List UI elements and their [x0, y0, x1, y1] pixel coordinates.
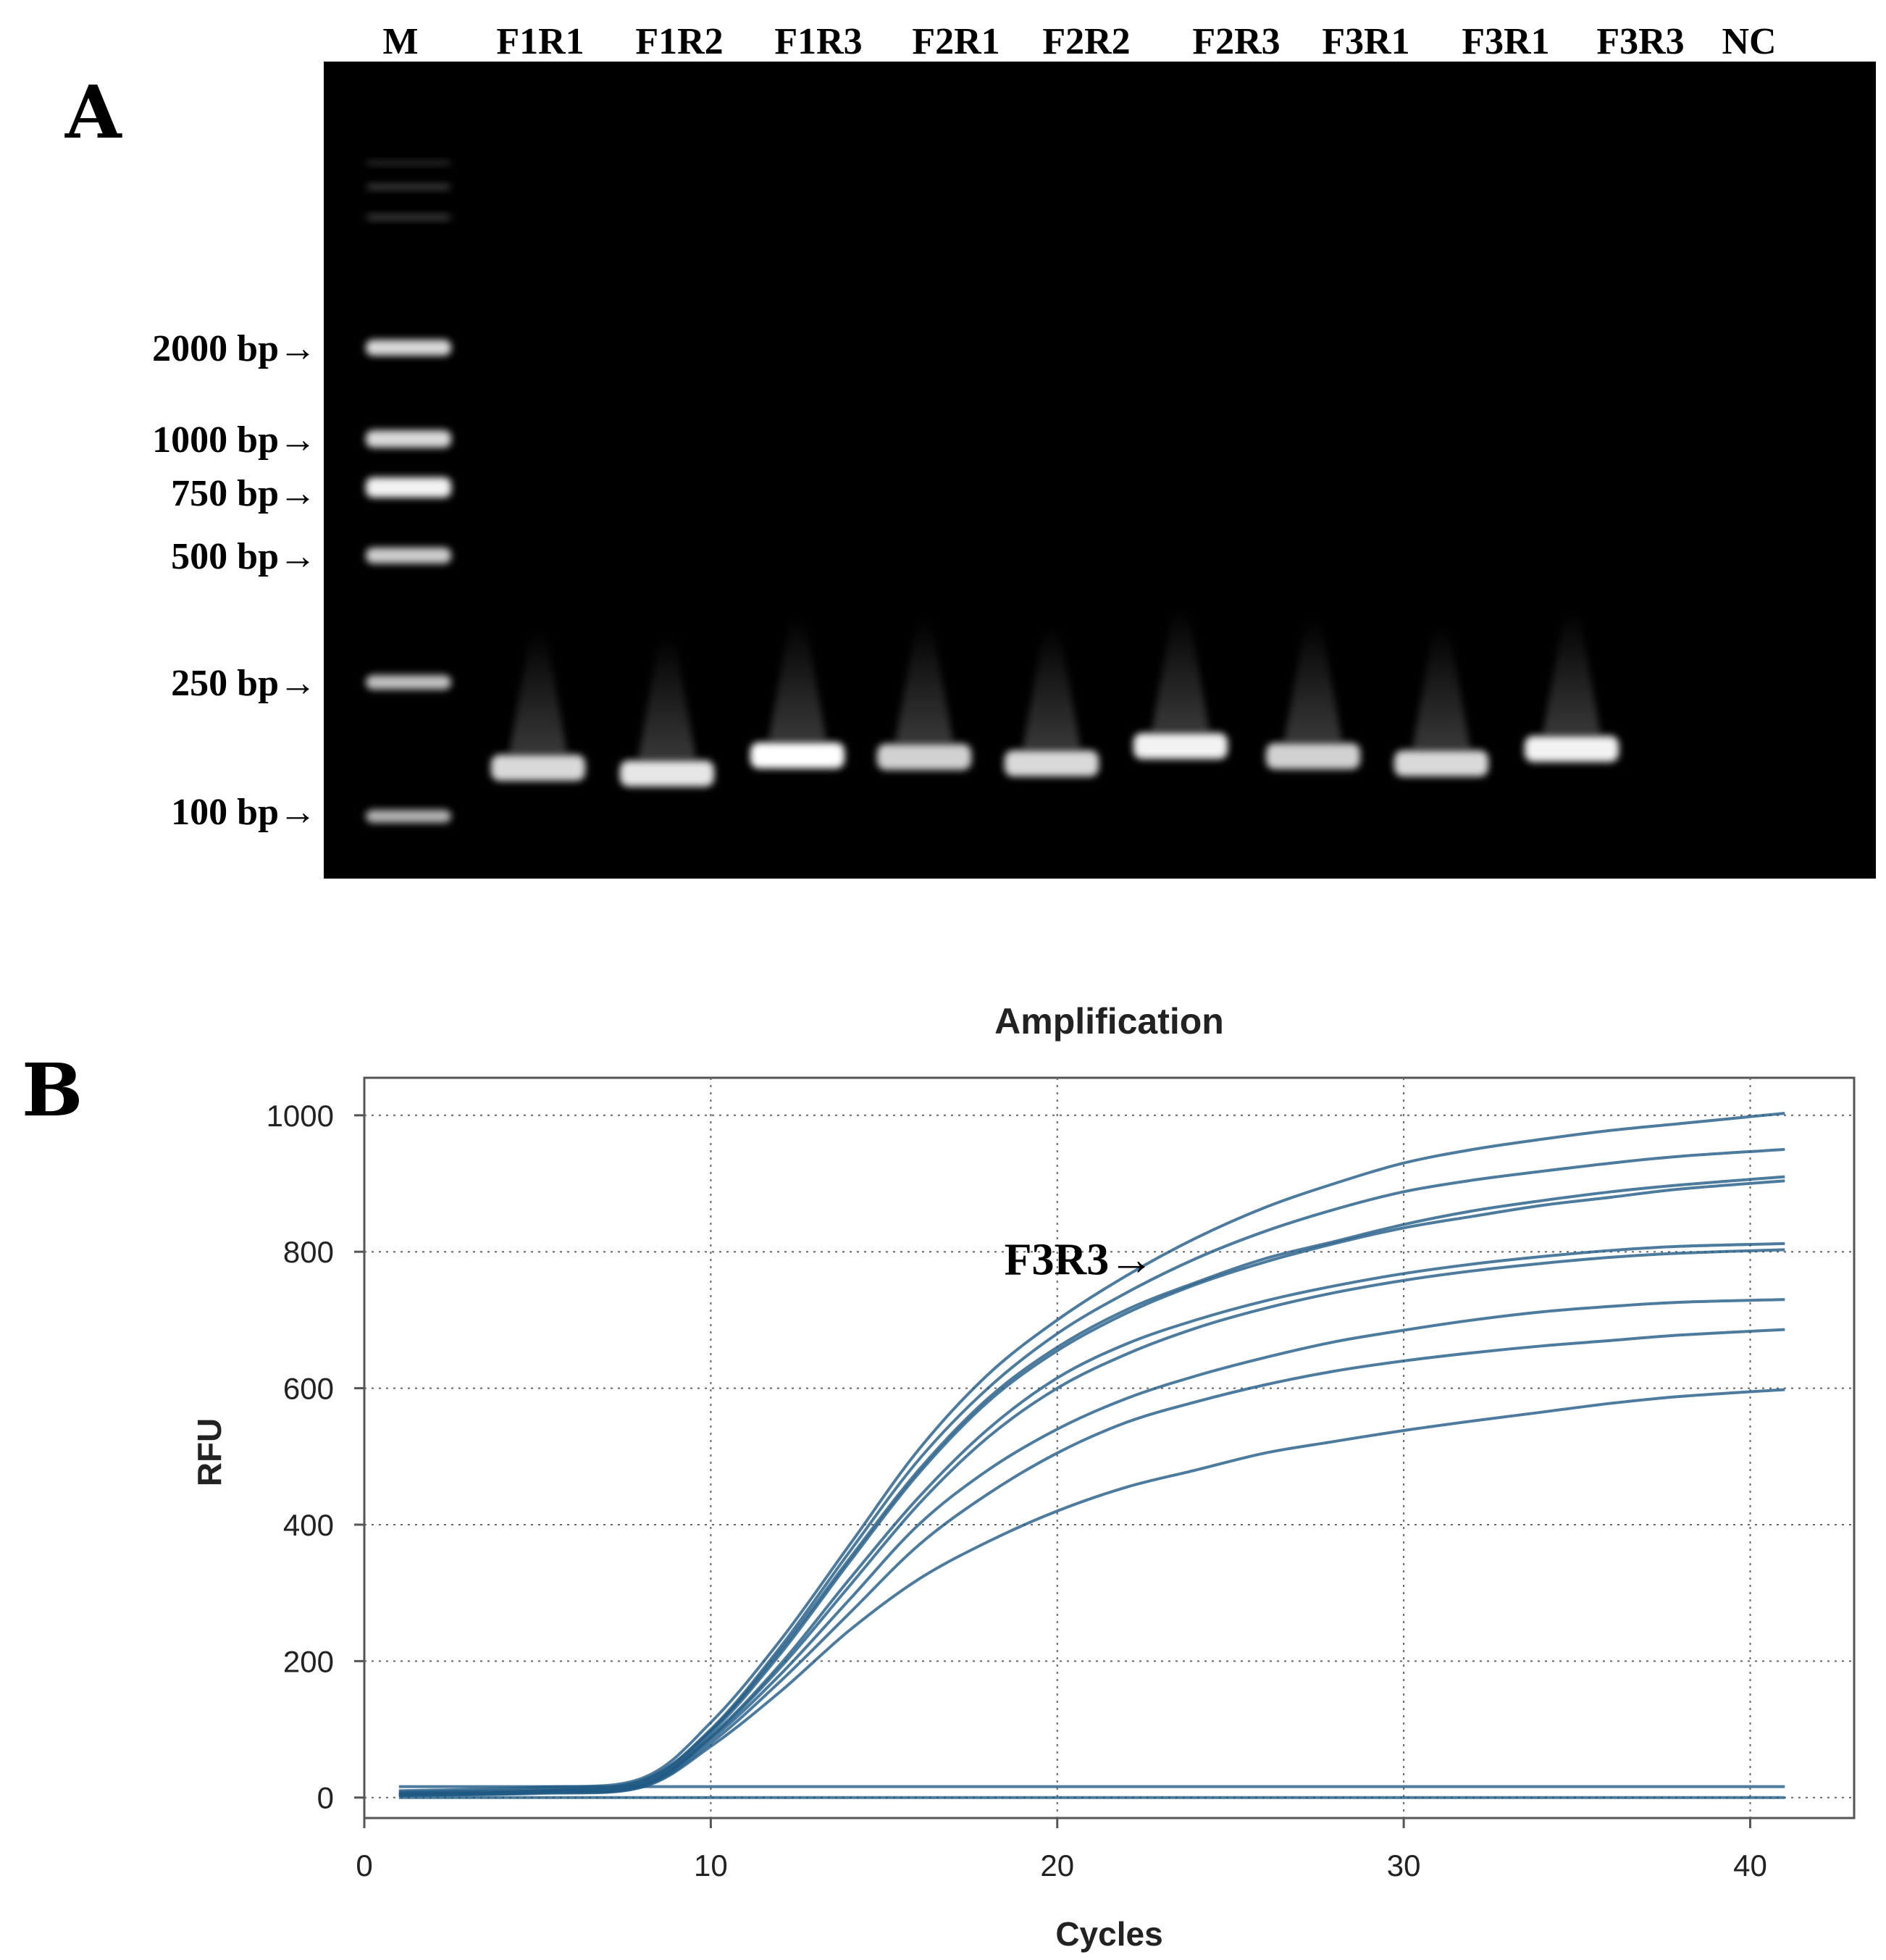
- lane-label: NC: [1722, 21, 1776, 62]
- gel-image: M F1R1 F1R2 F1R3 F2R1 F2R2 F2R3 F3R1 F3R1 F3R3 NC 2…: [152, 21, 1876, 879]
- series-line-8: [398, 1328, 1785, 1797]
- band-smear: [638, 636, 696, 759]
- sample-band: [620, 761, 714, 787]
- band-smear: [768, 618, 826, 741]
- ladder-band: [366, 810, 451, 823]
- y-axis-title: RFU: [190, 1418, 228, 1487]
- panel-a-letter: A: [65, 70, 122, 155]
- lane-label: F3R1: [1322, 21, 1409, 62]
- f3r3-annotation: F3R3→: [1005, 1236, 1154, 1285]
- lane-label: F3R1: [1462, 21, 1549, 62]
- lane-label: F1R1: [496, 21, 584, 62]
- marker-size-label: 2000 bp→: [152, 328, 317, 369]
- series-line-4: [398, 1179, 1785, 1796]
- sample-band: [877, 744, 971, 770]
- lane-label: F1R3: [774, 21, 862, 62]
- marker-size-label: 750 bp→: [171, 473, 317, 514]
- series-line-1: [398, 1111, 1785, 1793]
- lane-label: F1R2: [635, 21, 723, 62]
- ladder-band: [366, 548, 451, 564]
- ladder-band: [366, 184, 451, 190]
- ladder-band: [366, 214, 451, 220]
- lane-label: F3R3: [1596, 21, 1684, 62]
- marker-size-label: 100 bp→: [171, 792, 317, 833]
- panel-b-letter: B: [22, 1047, 83, 1133]
- x-tick-label: 10: [694, 1848, 728, 1882]
- ladder-band: [366, 477, 451, 498]
- x-tick-label: 40: [1733, 1848, 1767, 1882]
- band-smear: [1543, 611, 1601, 734]
- ladder-band: [366, 340, 451, 356]
- lane-label: M: [382, 21, 418, 62]
- sample-band: [1525, 736, 1619, 762]
- y-tick-label: 1000: [267, 1099, 334, 1133]
- band-smear: [895, 619, 953, 742]
- x-tick-label: 30: [1387, 1848, 1421, 1882]
- lane-label: F2R1: [912, 21, 999, 62]
- y-tick-label: 400: [283, 1508, 334, 1542]
- band-smear: [1412, 626, 1470, 749]
- band-smear: [1284, 619, 1342, 742]
- band-smear: [1023, 626, 1081, 749]
- x-tick-label: 20: [1040, 1848, 1074, 1882]
- band-smear: [1152, 608, 1210, 732]
- series-line-9: [398, 1388, 1785, 1797]
- sample-band: [491, 755, 585, 781]
- y-tick-label: 200: [283, 1644, 334, 1678]
- x-tick-label: 0: [356, 1848, 372, 1882]
- series-line-7: [398, 1298, 1785, 1796]
- sample-band: [1394, 750, 1488, 776]
- chart-title: Amplification: [994, 1001, 1224, 1042]
- y-tick-label: 600: [283, 1372, 334, 1406]
- marker-size-label: 250 bp→: [171, 663, 317, 704]
- sample-band: [1266, 743, 1360, 769]
- y-tick-label: 800: [283, 1235, 334, 1269]
- sample-band: [750, 742, 844, 768]
- ladder-band: [366, 161, 451, 165]
- lane-label: F2R3: [1192, 21, 1280, 62]
- sample-band: [1133, 733, 1228, 759]
- ladder-band: [366, 675, 451, 690]
- ladder-band: [366, 430, 451, 448]
- x-axis-title: Cycles: [1055, 1915, 1162, 1953]
- marker-size-label: 1000 bp→: [152, 419, 317, 461]
- sample-band: [1005, 750, 1099, 776]
- marker-size-label: 500 bp→: [171, 536, 317, 577]
- lane-label: F2R2: [1042, 21, 1130, 62]
- plot-area: [363, 1076, 1856, 1819]
- band-smear: [509, 630, 567, 753]
- y-tick-label: 0: [317, 1781, 334, 1815]
